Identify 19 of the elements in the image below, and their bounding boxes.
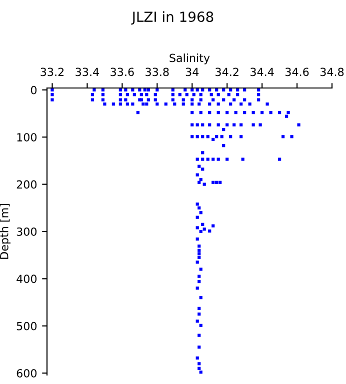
y-tick-label: 200	[16, 180, 37, 189]
x-tick-label: 33.8	[146, 68, 169, 76]
y-tick-label: 100	[17, 133, 37, 142]
x-tick-label: 34.4	[250, 68, 274, 76]
y-tick-label: 500	[16, 322, 37, 330]
x-tick-label: 33.4	[76, 68, 99, 76]
x-tick-label: 34.6	[286, 68, 309, 76]
y-tick-label: 300	[16, 227, 37, 236]
x-axis-title: Salinity	[170, 54, 210, 64]
x-tick-label: 33.2	[40, 68, 64, 76]
y-tick-label: 400	[16, 274, 37, 284]
x-tick-label: 33.6	[110, 68, 134, 76]
x-tick-label: 34.8	[320, 68, 344, 76]
chart-title: JLZI in 1968	[131, 11, 214, 25]
x-tick-label: 34	[186, 68, 199, 76]
x-tick-label: 34.2	[216, 68, 238, 76]
y-tick-label: 0	[30, 86, 37, 94]
y-tick-label: 600	[16, 369, 37, 378]
y-axis-title: Depth [m]	[0, 204, 11, 259]
